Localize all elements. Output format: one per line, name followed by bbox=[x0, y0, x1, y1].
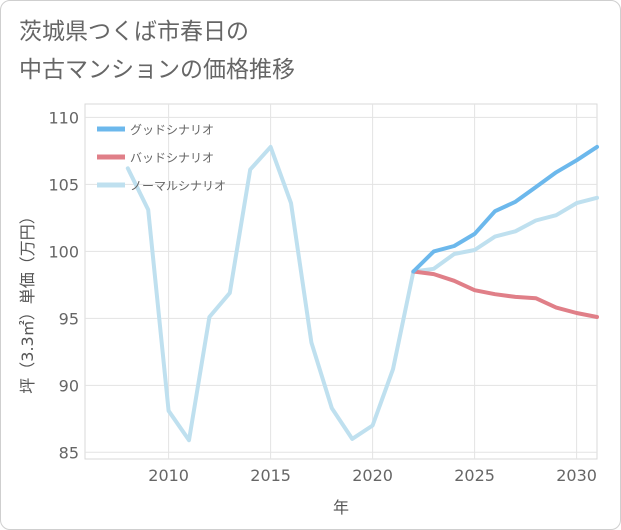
chart-title-line1: 茨城県つくば市春日の bbox=[19, 19, 249, 45]
chart-title-line2: 中古マンションの価格推移 bbox=[19, 57, 295, 83]
series-line-0 bbox=[411, 144, 599, 274]
x-tick-labels: 2010 2015 2020 2025 2030 bbox=[148, 466, 597, 485]
plot-area bbox=[84, 103, 598, 460]
y-axis-label: 坪（3.3㎡）単価（万円） bbox=[18, 208, 37, 393]
series-line-2 bbox=[125, 144, 599, 443]
legend-item-0[interactable]: グッドシナリオ bbox=[97, 123, 214, 137]
series-line-1 bbox=[411, 269, 599, 319]
y-tick-labels: 85 90 95 100 105 110 bbox=[48, 108, 79, 462]
legend-label: ノーマルシナリオ bbox=[130, 179, 226, 193]
y-tick-label: 85 bbox=[59, 443, 79, 462]
x-tick-label: 2030 bbox=[556, 466, 597, 485]
x-tick-label: 2025 bbox=[454, 466, 495, 485]
y-tick-label: 95 bbox=[59, 309, 79, 328]
y-tick-label: 90 bbox=[59, 376, 79, 395]
series-lines bbox=[125, 144, 599, 443]
x-axis-label: 年 bbox=[333, 498, 349, 517]
chart-title: 茨城県つくば市春日の 中古マンションの価格推移 bbox=[19, 13, 295, 89]
x-tick-label: 2010 bbox=[148, 466, 189, 485]
grid bbox=[85, 104, 597, 459]
y-tick-label: 105 bbox=[48, 175, 79, 194]
legend-label: バッドシナリオ bbox=[130, 151, 214, 165]
y-tick-label: 110 bbox=[48, 108, 79, 127]
x-tick-label: 2020 bbox=[352, 466, 393, 485]
x-tick-label: 2015 bbox=[250, 466, 291, 485]
legend-item-1[interactable]: バッドシナリオ bbox=[97, 151, 214, 165]
y-tick-label: 100 bbox=[48, 242, 79, 261]
legend-item-2[interactable]: ノーマルシナリオ bbox=[97, 179, 226, 193]
legend-label: グッドシナリオ bbox=[130, 123, 214, 137]
